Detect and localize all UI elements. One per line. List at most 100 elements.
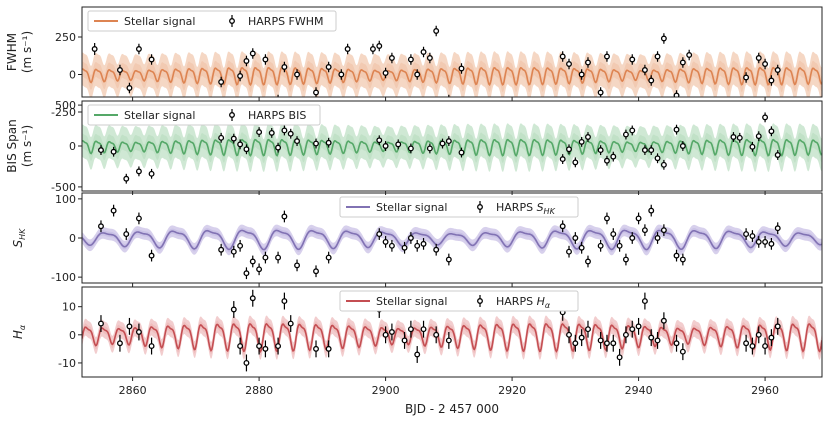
data-point <box>230 248 237 255</box>
data-point <box>135 168 142 175</box>
data-point <box>458 65 465 72</box>
y-axis-label-line: SHK <box>11 228 27 248</box>
data-point <box>749 343 756 350</box>
data-point <box>294 138 300 145</box>
y-tick-label: 500 <box>55 99 76 112</box>
data-point <box>414 351 421 358</box>
data-point <box>611 105 616 110</box>
data-point <box>237 343 244 350</box>
data-point <box>110 207 117 214</box>
data-point <box>148 170 155 177</box>
data-point <box>648 77 655 84</box>
legend-box <box>339 290 579 312</box>
model-uncertainty-band <box>82 315 822 360</box>
y-tick-label: -10 <box>58 357 76 370</box>
data-point <box>325 254 332 261</box>
data-point <box>281 64 288 70</box>
data-point <box>617 120 622 125</box>
data-point <box>313 268 319 275</box>
y-tick-label: 0 <box>69 140 76 153</box>
data-point <box>135 329 142 335</box>
data-point <box>572 159 579 166</box>
data-point <box>566 331 572 338</box>
data-point <box>382 143 389 149</box>
data-point <box>597 89 604 96</box>
data-point <box>679 143 686 149</box>
x-tick-label: 2960 <box>751 384 779 397</box>
y-tick-label: -500 <box>51 181 76 194</box>
data-point <box>660 161 667 168</box>
data-point <box>256 343 263 350</box>
data-point <box>407 145 414 152</box>
data-point <box>407 235 414 241</box>
data-point <box>774 67 781 73</box>
data-point <box>249 50 256 57</box>
y-tick-label: 250 <box>55 31 76 44</box>
data-point <box>762 114 769 121</box>
panel-plot-area <box>82 25 822 125</box>
data-point <box>420 240 427 247</box>
data-point <box>629 235 636 241</box>
data-point <box>458 149 465 156</box>
data-point <box>585 326 591 333</box>
data-point <box>249 258 256 265</box>
data-point <box>654 337 661 344</box>
data-point <box>641 298 648 305</box>
data-point <box>376 231 383 238</box>
legend-data-marker <box>477 204 483 210</box>
data-point <box>762 343 769 350</box>
data-point <box>91 46 98 52</box>
y-axis-label: SHK <box>11 228 27 248</box>
data-point <box>439 140 446 147</box>
data-point <box>294 71 300 78</box>
data-point <box>641 227 648 234</box>
data-point <box>660 317 667 324</box>
panel-frame <box>81 6 823 98</box>
data-point <box>344 46 351 52</box>
data-point <box>275 343 282 350</box>
data-point <box>123 231 130 238</box>
data-point <box>433 28 440 34</box>
data-point <box>774 152 781 158</box>
legend-model-label: Stellar signal <box>124 15 195 28</box>
data-point <box>148 343 155 350</box>
data-point <box>673 92 680 97</box>
model-line <box>82 322 822 354</box>
data-point <box>388 55 395 61</box>
data-point <box>426 55 433 61</box>
data-point <box>736 134 743 141</box>
data-point <box>243 146 250 153</box>
data-point <box>755 133 762 140</box>
data-point <box>445 337 452 344</box>
data-point <box>116 67 123 73</box>
data-point <box>749 143 756 150</box>
data-point <box>218 246 225 253</box>
data-point <box>256 266 263 273</box>
data-point <box>218 79 225 85</box>
x-tick-label: 2900 <box>372 384 400 397</box>
data-point <box>585 258 591 265</box>
legend-box <box>339 196 579 218</box>
data-point <box>126 323 133 330</box>
data-point <box>433 246 440 253</box>
y-tick-label: 10 <box>62 301 76 314</box>
data-point <box>388 329 395 335</box>
data-point <box>572 340 579 347</box>
data-point <box>338 71 345 78</box>
data-point <box>768 240 775 247</box>
legend-model-label: Stellar signal <box>124 109 195 122</box>
y-tick-label: 0 <box>69 69 76 82</box>
model-line <box>82 66 822 87</box>
y-axis-label-line: FWHM <box>5 33 19 71</box>
panel-plot-area <box>82 112 822 184</box>
data-point <box>762 61 769 67</box>
data-point <box>566 248 572 255</box>
data-point <box>774 323 781 330</box>
data-point <box>287 130 294 137</box>
data-point <box>755 331 762 338</box>
x-tick-label: 2940 <box>625 384 653 397</box>
data-point <box>730 134 737 140</box>
data-point <box>673 126 680 133</box>
legend-data-label: HARPS FWHM <box>248 15 324 28</box>
